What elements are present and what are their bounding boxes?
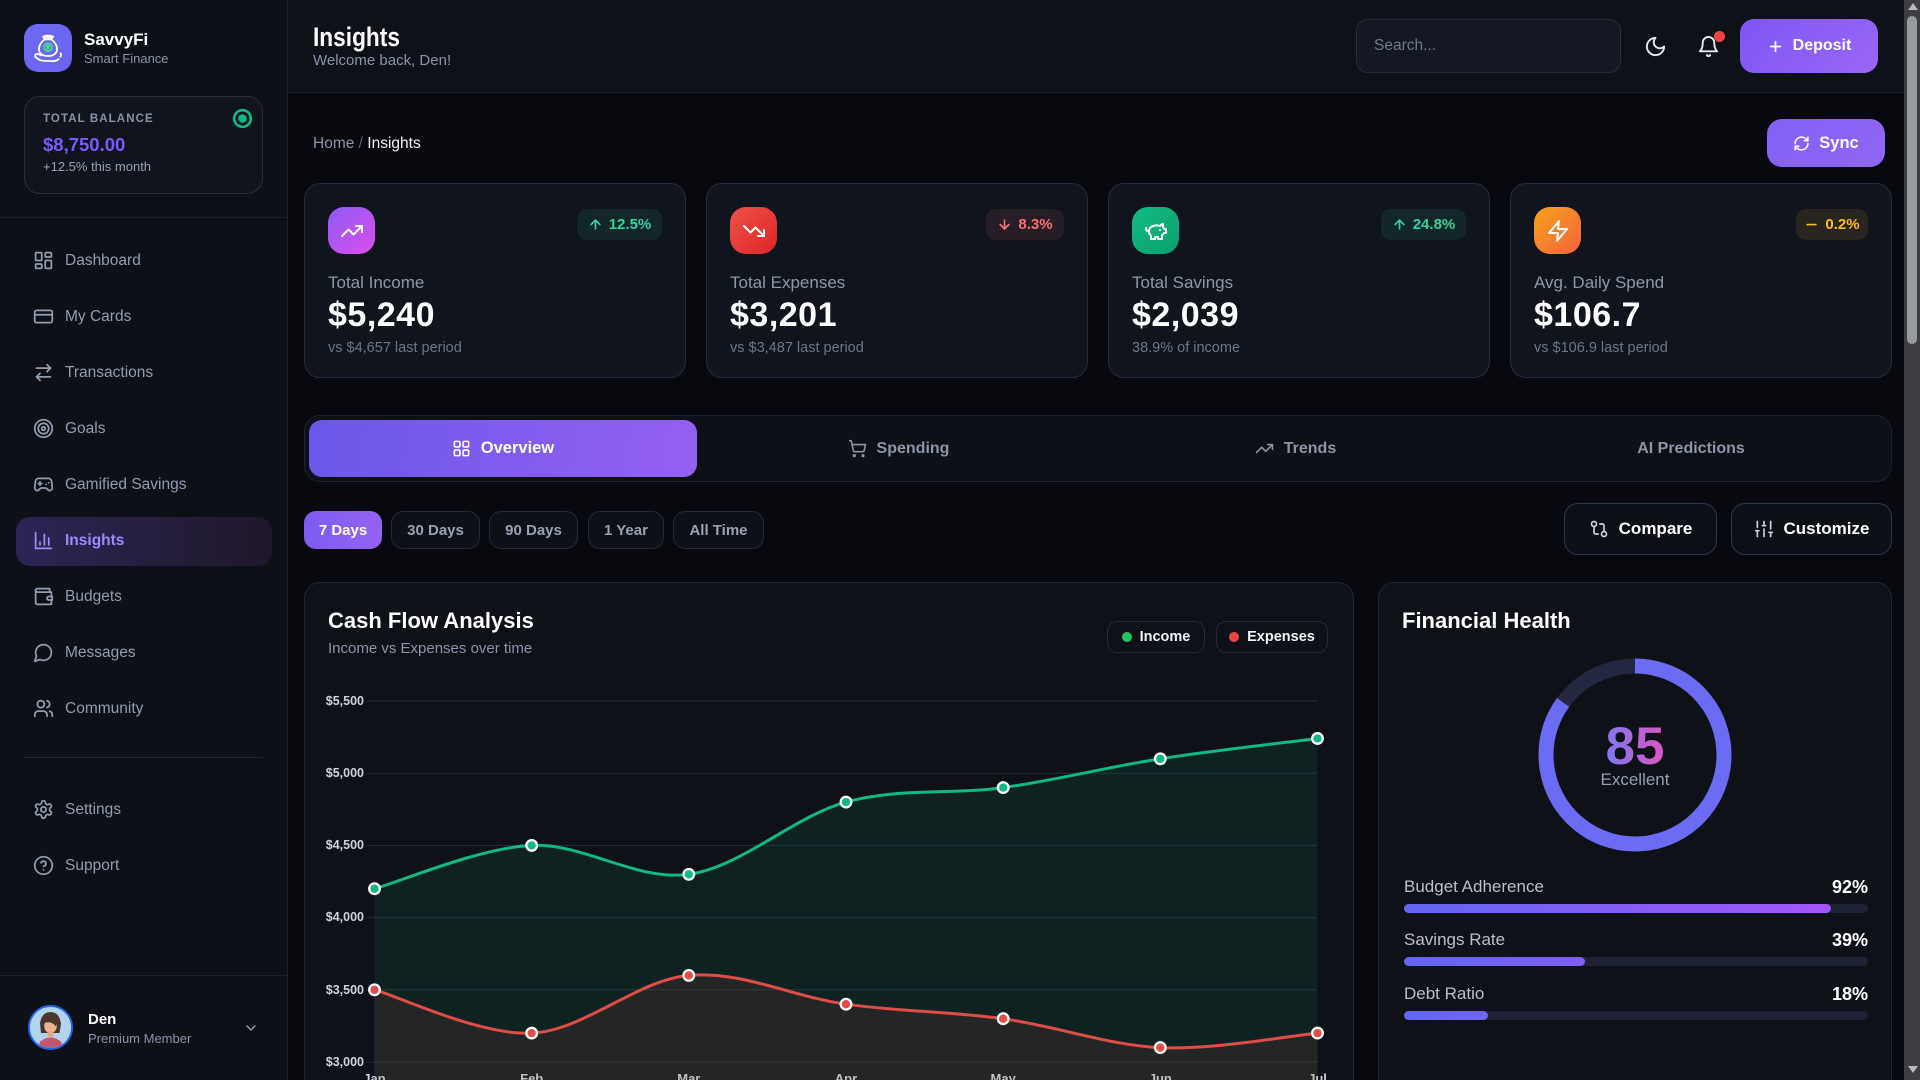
svg-text:$3,000: $3,000 — [326, 1055, 364, 1069]
svg-text:$4,000: $4,000 — [326, 910, 364, 924]
svg-text:Apr: Apr — [835, 1071, 857, 1080]
svg-text:Jun: Jun — [1149, 1071, 1172, 1080]
svg-text:Feb: Feb — [520, 1071, 543, 1080]
svg-text:Mar: Mar — [677, 1071, 700, 1080]
svg-text:Jan: Jan — [363, 1071, 385, 1080]
svg-text:$4,500: $4,500 — [326, 838, 364, 852]
svg-text:$3,500: $3,500 — [326, 983, 364, 997]
svg-text:Jul: Jul — [1308, 1071, 1327, 1080]
svg-text:May: May — [991, 1071, 1017, 1080]
svg-text:$5,000: $5,000 — [326, 766, 364, 780]
svg-text:$5,500: $5,500 — [326, 694, 364, 708]
